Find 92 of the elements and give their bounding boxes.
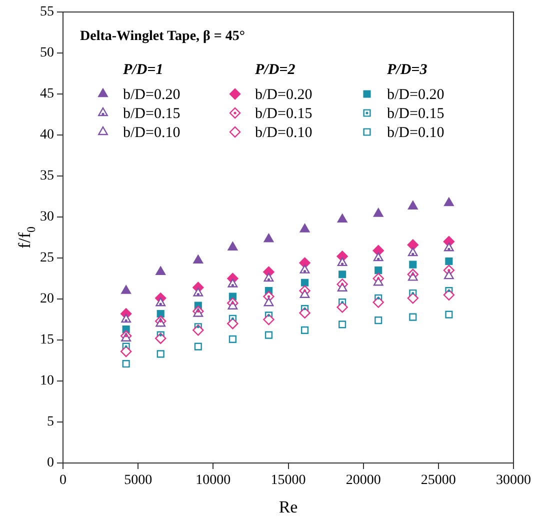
point [228, 300, 238, 310]
point [408, 272, 418, 281]
point [156, 266, 166, 276]
point [373, 277, 384, 286]
text: P/D=2 [255, 62, 296, 78]
point [156, 298, 166, 306]
point [121, 332, 131, 342]
point [300, 289, 310, 298]
point [374, 316, 382, 324]
point [444, 270, 454, 280]
point [445, 258, 453, 266]
x-tick-label: 10000 [196, 473, 231, 488]
point [300, 224, 310, 232]
point [373, 208, 384, 217]
legend-label: b/D=0.10 [123, 125, 180, 141]
point [407, 239, 418, 250]
y-tick-label: 50 [40, 46, 54, 61]
y-tick-label: 35 [40, 168, 54, 184]
x-tick-label: 30000 [496, 473, 531, 488]
legend-label: b/D=0.20 [255, 87, 312, 103]
point [338, 320, 346, 328]
point [300, 278, 309, 286]
y-tick-label: 30 [40, 210, 54, 225]
x-axis-title: Re [278, 497, 298, 516]
x-tick-label: 5000 [124, 473, 152, 488]
point [264, 272, 274, 282]
point [120, 346, 132, 358]
x-tick-label: 25000 [420, 473, 456, 488]
x-tick-label: 0 [60, 473, 66, 488]
point [156, 310, 164, 318]
point [192, 324, 204, 336]
point [193, 308, 204, 317]
y-tick-label: 5 [47, 414, 54, 430]
point [407, 292, 418, 304]
point [156, 318, 166, 327]
legend-label: b/D=0.20 [387, 87, 444, 103]
y-tick-label: 25 [40, 250, 54, 266]
text: P/D=1 [123, 62, 164, 78]
point [444, 242, 454, 252]
point [336, 302, 348, 313]
point [300, 264, 310, 274]
point [373, 252, 384, 262]
point [122, 360, 130, 368]
y-tick-label: 20 [40, 292, 54, 307]
legend-label: b/D=0.20 [123, 87, 180, 103]
point [409, 313, 417, 321]
legend-label: b/D=0.10 [387, 125, 444, 141]
y-tick-label: 0 [47, 456, 54, 471]
point [228, 335, 236, 343]
point [227, 318, 238, 330]
point [443, 289, 455, 300]
y-tick-label: 40 [40, 128, 54, 143]
point [193, 254, 204, 264]
y-tick-label: 45 [40, 86, 54, 102]
point [228, 278, 238, 288]
point [408, 247, 418, 256]
point [337, 257, 348, 266]
point [374, 266, 382, 274]
y-tick-label: 10 [40, 374, 54, 389]
point [337, 282, 348, 292]
y-tick-label: 15 [40, 332, 54, 348]
point [155, 332, 166, 344]
point [444, 197, 454, 206]
point [264, 331, 273, 339]
point [264, 298, 274, 306]
point [337, 214, 348, 223]
point [372, 245, 384, 256]
point [263, 314, 274, 326]
legend-label: b/D=0.15 [255, 106, 312, 122]
point [409, 260, 417, 268]
point [121, 314, 131, 323]
text: P/D=3 [387, 62, 428, 78]
point [299, 307, 310, 319]
legend-label: b/D=0.15 [387, 106, 444, 122]
point [338, 270, 346, 278]
point [121, 285, 131, 294]
y-axis-title: f/f0 [15, 226, 38, 248]
x-tick-label: 20000 [346, 473, 381, 488]
point [372, 296, 384, 308]
text: Delta-Winglet Tape, β = 45° [80, 29, 245, 44]
point [156, 350, 164, 358]
x-tick-label: 15000 [270, 473, 306, 488]
legend-label: b/D=0.15 [123, 106, 180, 122]
legend-label: b/D=0.10 [255, 125, 312, 141]
y-tick-label: 55 [40, 4, 54, 20]
point [408, 200, 418, 210]
point [264, 234, 274, 242]
point [194, 342, 202, 350]
point [300, 326, 309, 334]
point [228, 242, 238, 250]
point [193, 288, 204, 296]
point [445, 310, 453, 318]
